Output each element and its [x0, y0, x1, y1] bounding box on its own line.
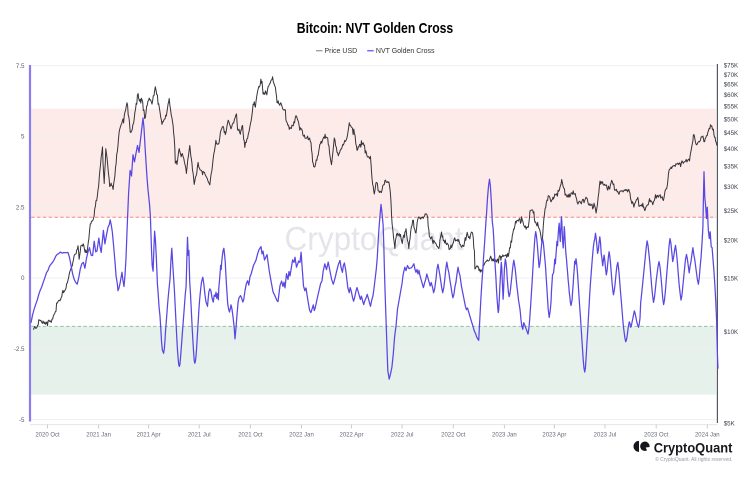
svg-text:2022 Jan: 2022 Jan — [289, 432, 314, 438]
svg-text:$75K: $75K — [724, 63, 739, 70]
svg-text:$20K: $20K — [724, 237, 739, 244]
svg-text:$55K: $55K — [724, 104, 739, 111]
svg-text:2023 Jan: 2023 Jan — [492, 432, 517, 438]
svg-text:2020 Oct: 2020 Oct — [35, 432, 60, 438]
svg-text:CryptoQuant: CryptoQuant — [654, 439, 733, 455]
svg-text:0: 0 — [21, 275, 25, 282]
svg-text:$45K: $45K — [724, 130, 739, 137]
svg-text:$35K: $35K — [724, 163, 739, 170]
svg-text:$40K: $40K — [724, 146, 739, 153]
svg-text:Bitcoin: NVT Golden Cross: Bitcoin: NVT Golden Cross — [297, 21, 453, 37]
svg-text:5: 5 — [21, 134, 25, 141]
svg-text:$30K: $30K — [724, 184, 739, 191]
svg-text:2021 Jan: 2021 Jan — [86, 432, 111, 438]
svg-text:7.5: 7.5 — [16, 63, 25, 70]
svg-text:2021 Apr: 2021 Apr — [137, 432, 161, 438]
svg-text:$50K: $50K — [724, 116, 739, 123]
svg-text:2023 Oct: 2023 Oct — [644, 432, 669, 438]
svg-text:$15K: $15K — [724, 275, 739, 282]
svg-text:2022 Apr: 2022 Apr — [339, 432, 363, 438]
svg-text:$70K: $70K — [724, 72, 739, 79]
svg-text:2021 Jul: 2021 Jul — [188, 432, 211, 438]
svg-text:-5: -5 — [19, 417, 25, 424]
svg-text:Price USD: Price USD — [325, 48, 358, 55]
svg-text:CryptoQuant: CryptoQuant — [285, 220, 464, 257]
svg-text:NVT Golden Cross: NVT Golden Cross — [376, 48, 435, 55]
svg-text:$60K: $60K — [724, 92, 739, 99]
svg-text:2023 Jul: 2023 Jul — [594, 432, 617, 438]
svg-text:2024 Jan: 2024 Jan — [695, 432, 720, 438]
svg-text:© CryptoQuant. All rights rese: © CryptoQuant. All rights reserved. — [655, 456, 732, 463]
svg-text:$25K: $25K — [724, 208, 739, 215]
svg-text:-2.5: -2.5 — [14, 346, 25, 353]
svg-text:2023 Apr: 2023 Apr — [542, 432, 566, 438]
svg-text:$65K: $65K — [724, 82, 739, 89]
svg-text:2022 Oct: 2022 Oct — [441, 432, 466, 438]
svg-text:2.5: 2.5 — [16, 204, 25, 211]
svg-text:$5K: $5K — [724, 421, 736, 428]
svg-text:$10K: $10K — [724, 329, 739, 336]
svg-text:2021 Oct: 2021 Oct — [238, 432, 263, 438]
svg-text:2022 Jul: 2022 Jul — [391, 432, 414, 438]
